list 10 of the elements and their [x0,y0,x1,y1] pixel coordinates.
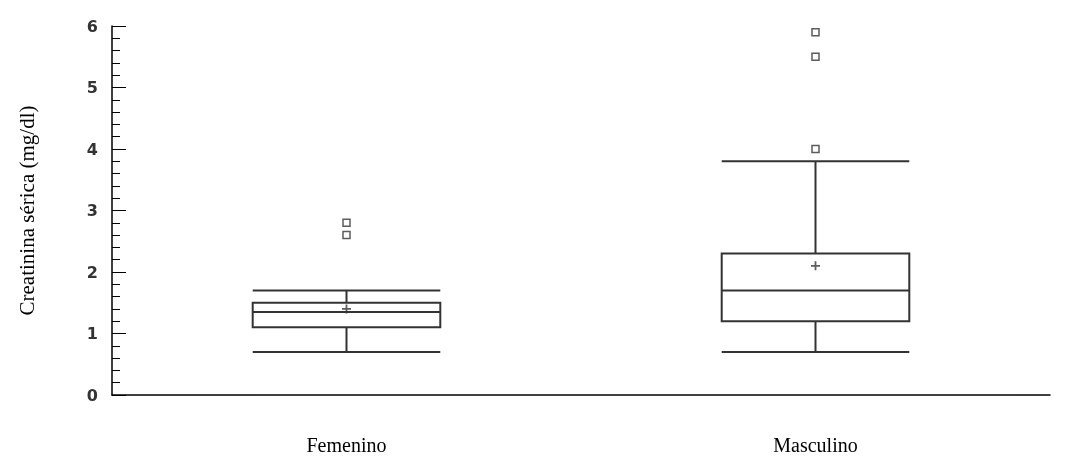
x-tick-label: Femenino [306,434,387,456]
y-tick-label: 4 [86,139,98,159]
y-axis-title: Creatinina sérica (mg/dl) [14,105,39,316]
y-tick-label: 1 [86,324,98,343]
y-tick-label: 5 [86,78,98,97]
y-tick-label: 2 [86,262,98,282]
x-tick-label: Masculino [773,434,858,456]
y-tick-label: 3 [86,201,98,220]
y-tick-label: 6 [86,16,98,36]
y-tick-label: 0 [86,385,98,405]
